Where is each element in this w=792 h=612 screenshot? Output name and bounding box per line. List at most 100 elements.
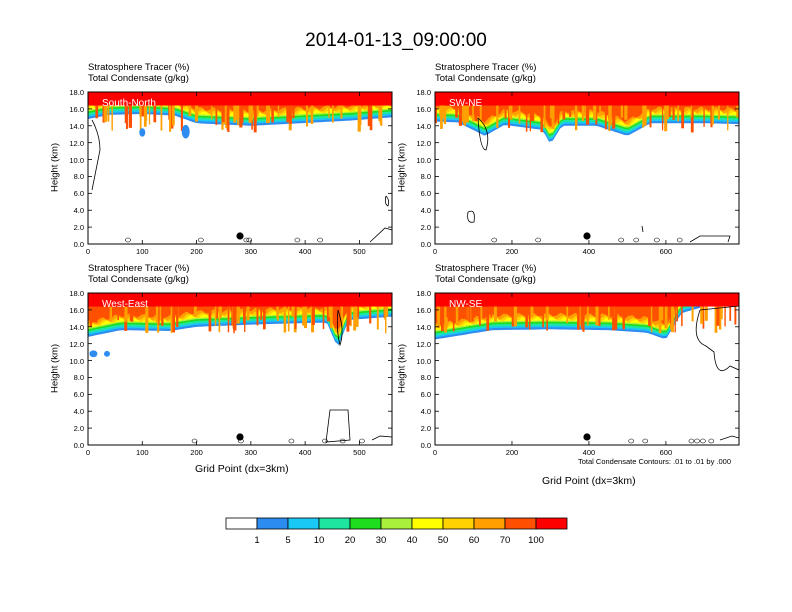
panel3-ytick-label: 4.0 bbox=[73, 407, 84, 417]
panel1-tracer-streak bbox=[331, 105, 334, 123]
panel2-tracer-streak bbox=[557, 105, 560, 125]
panel4-ytick-label: 8.0 bbox=[420, 373, 431, 383]
panel3-tracer-streak bbox=[155, 306, 158, 323]
panel1-tracer-streak bbox=[380, 105, 383, 126]
panel1-surface-contour bbox=[243, 237, 250, 243]
panel3-tracer-streak bbox=[215, 306, 218, 319]
panel3-surface-contour bbox=[339, 438, 346, 444]
colorbar-label: 60 bbox=[468, 535, 480, 546]
panel1-tracer-streak bbox=[172, 105, 175, 126]
panel4-tracer-streak bbox=[446, 306, 449, 318]
panel3-tracer-streak bbox=[348, 306, 351, 326]
panel4-tracer-streak bbox=[595, 306, 599, 326]
panel1-tracer-streak bbox=[357, 105, 361, 132]
panel1-surface-contour bbox=[125, 237, 131, 243]
panel4-tracer-streak bbox=[480, 306, 483, 320]
panel1-xtick-label: 500 bbox=[353, 247, 366, 256]
panel1-tracer-streak bbox=[235, 105, 238, 120]
colorbar-swatch-10 bbox=[504, 517, 537, 530]
panel3-xlabel: Grid Point (dx=3km) bbox=[195, 463, 289, 475]
panel2-tracer-streak bbox=[667, 105, 671, 118]
panel2-tracer-streak bbox=[649, 105, 652, 128]
panel1-tracer-streak bbox=[188, 105, 192, 117]
panel2-condensate-contour-1 bbox=[477, 117, 489, 151]
panel3-tracer-streak bbox=[91, 306, 93, 323]
panel1-tracer-streak bbox=[277, 105, 280, 118]
panel4-location-marker bbox=[583, 433, 591, 441]
panel4-tracer-streak bbox=[471, 306, 474, 322]
panel4-tracer-streak bbox=[734, 306, 737, 325]
panel2-tracer-streak bbox=[736, 105, 739, 118]
panel1-tracer-streak bbox=[310, 105, 314, 124]
panel3-xtick-label: 500 bbox=[353, 448, 366, 457]
panel4-ytick-label: 4.0 bbox=[420, 407, 431, 417]
panel1-surface-contour bbox=[198, 237, 204, 243]
panel1-tracer-streak bbox=[237, 105, 239, 126]
panel2-tracer-streak bbox=[472, 105, 474, 122]
colorbar-swatch-11 bbox=[535, 517, 568, 530]
panel4-title-line2: Total Condensate (g/kg) bbox=[435, 274, 536, 285]
panel1-ytick-label: 16.0 bbox=[69, 104, 84, 114]
panel4-tracer-streak bbox=[674, 306, 676, 333]
panel4-tracer-streak bbox=[660, 306, 664, 321]
panel4-surface-contour bbox=[628, 438, 634, 444]
panel3-tracer-streak bbox=[322, 306, 325, 330]
panel2-tracer-streak bbox=[496, 105, 499, 128]
panel2-tracer-streak bbox=[599, 105, 601, 117]
panel2-ytick-label: 8.0 bbox=[420, 172, 431, 182]
panel1-tracer-streak bbox=[251, 105, 253, 121]
panel2-tracer-streak bbox=[530, 105, 535, 121]
panel4-surface-contour bbox=[694, 438, 700, 444]
panel2-tracer-streak bbox=[518, 105, 521, 124]
panel3-tracer-streak bbox=[291, 306, 294, 317]
panel3-tracer-streak bbox=[329, 306, 333, 329]
panel4-ytick-label: 12.0 bbox=[416, 339, 431, 349]
panel2-plot-area bbox=[435, 92, 739, 244]
panel4-tracer-streak bbox=[582, 306, 585, 332]
panel1-tracer-streak bbox=[378, 105, 381, 122]
panel3-title-line2: Total Condensate (g/kg) bbox=[88, 274, 189, 285]
panel4-tracer-streak bbox=[622, 306, 625, 330]
panel2-tracer-streak bbox=[529, 105, 532, 132]
panel3-tracer-streak bbox=[355, 306, 359, 327]
panel1-tracer-streak bbox=[369, 105, 373, 131]
panel3-tracer-streak bbox=[89, 306, 93, 327]
panel2-tracer-streak bbox=[543, 105, 546, 129]
panel2-tracer-streak bbox=[443, 105, 447, 125]
panel3-ylabel: Height (km) bbox=[49, 343, 61, 394]
panel4-xtick-label: 600 bbox=[659, 448, 673, 457]
panel4-tracer-streak bbox=[566, 306, 569, 324]
panel1-ytick-label: 0.0 bbox=[73, 240, 84, 249]
panel3-tracer-streak bbox=[158, 306, 160, 326]
panel4-tracer-streak bbox=[513, 306, 518, 327]
panel3-ytick-label: 0.0 bbox=[73, 441, 84, 450]
panel3-xtick-label: 400 bbox=[298, 448, 312, 457]
panel2-ytick-label: 6.0 bbox=[420, 189, 431, 199]
panel3-xtick-label: 200 bbox=[190, 448, 203, 457]
panel2-tracer-streak bbox=[643, 105, 646, 119]
panel3-surface-contour bbox=[191, 438, 198, 444]
panel4-tracer-streak bbox=[671, 306, 674, 333]
panel2-ytick-label: 4.0 bbox=[420, 206, 431, 216]
colorbar-label: 20 bbox=[344, 535, 356, 546]
panel1-tracer-streak bbox=[139, 105, 142, 133]
panel4-tracer-streak bbox=[724, 306, 726, 327]
panel2-tracer-streak bbox=[435, 105, 437, 124]
panel3-tracer-streak bbox=[283, 306, 287, 333]
panel3-tracer-patch-2 bbox=[104, 350, 110, 357]
panel2-xtick-label: 400 bbox=[582, 247, 596, 256]
panel3-tracer-streak bbox=[340, 306, 344, 327]
panel3-tracer-streak bbox=[236, 306, 240, 324]
panel3-tracer-streak bbox=[159, 306, 162, 321]
panel4-tracer-streak bbox=[455, 306, 459, 325]
panel1-tracer-streak bbox=[126, 105, 129, 128]
panel4-tracer-streak bbox=[525, 306, 528, 328]
panel3-tracer-streak bbox=[227, 306, 230, 333]
panel1-tracer-streak bbox=[233, 105, 237, 123]
panel1-tracer-patch-1 bbox=[139, 128, 146, 137]
panel3-tracer-streak bbox=[117, 306, 119, 321]
panel3-tracer-streak bbox=[376, 306, 379, 330]
panel2-tracer-streak bbox=[677, 105, 680, 122]
panel4-tracer-streak bbox=[586, 306, 589, 326]
panel1-ytick-label: 14.0 bbox=[69, 121, 84, 131]
